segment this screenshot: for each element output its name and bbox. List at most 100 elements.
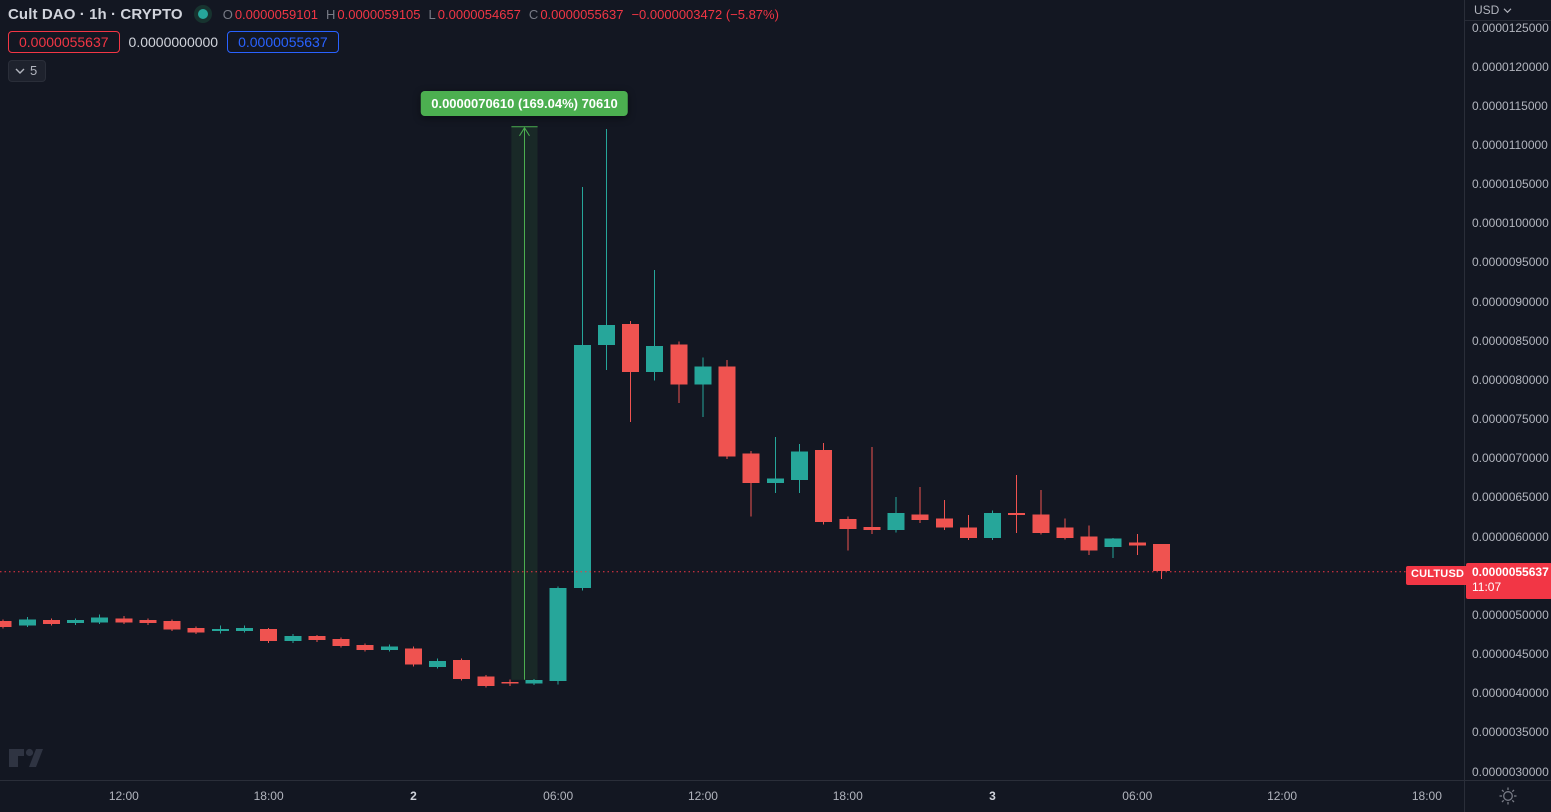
candle-wick	[1016, 475, 1018, 534]
candle	[260, 629, 278, 642]
candle	[380, 646, 398, 650]
candle	[718, 366, 736, 457]
price-tick: 0.0000040000	[1472, 686, 1549, 701]
ohlc-value: 0.0000059101	[234, 6, 318, 22]
time-tick: 12:00	[108, 789, 139, 803]
candle	[887, 512, 905, 530]
price-tick: 0.0000080000	[1472, 372, 1549, 387]
symbol-price-tag: CULTUSD	[1406, 566, 1470, 585]
time-tick: 18:00	[253, 789, 284, 803]
candle	[1056, 527, 1074, 538]
tradingview-logo[interactable]	[8, 746, 44, 775]
candle	[501, 681, 519, 684]
candle	[598, 324, 615, 346]
price-tick: 0.0000090000	[1472, 294, 1549, 309]
chevron-down-icon	[1503, 7, 1512, 13]
candle	[356, 645, 374, 650]
time-tick: 12:00	[687, 789, 718, 803]
candle	[791, 451, 808, 480]
legend: Cult DAO · 1h · CRYPTO O 0.0000059101 H 0.0…	[8, 3, 779, 82]
time-tick: 2	[410, 789, 417, 803]
measure-tooltip[interactable]: 0.0000070610 (169.04%) 70610	[421, 91, 628, 116]
candle	[308, 636, 326, 640]
ohlc-key: L	[428, 6, 436, 22]
candle-wick	[1112, 537, 1114, 559]
price-tick: 0.0000100000	[1472, 216, 1549, 231]
candle	[429, 660, 446, 668]
time-tick: 06:00	[1122, 789, 1153, 803]
candle	[1008, 512, 1026, 516]
candle-wick	[702, 357, 704, 418]
candle-wick	[871, 447, 873, 534]
currency-selector[interactable]: USD	[1465, 0, 1551, 21]
price-tick: 0.0000095000	[1472, 255, 1549, 270]
price-axis[interactable]: USD 0.0000125000 0.0000120000 0.0000115000…	[1464, 0, 1551, 812]
candle	[67, 620, 85, 624]
objects-collapse-button[interactable]: 5	[8, 60, 47, 82]
measure-arrowhead	[519, 126, 530, 137]
candle	[43, 620, 60, 624]
candle	[1128, 542, 1146, 546]
candle-wick	[750, 450, 752, 517]
candle	[332, 638, 350, 646]
candle-wick	[1040, 490, 1042, 535]
price-tick: 0.0000065000	[1472, 490, 1549, 505]
market-open-dot	[197, 9, 208, 19]
symbol-title[interactable]: Cult DAO · 1h · CRYPTO	[8, 5, 183, 23]
candle	[622, 324, 640, 372]
price-tick: 0.0000060000	[1472, 529, 1549, 544]
price-tick: 0.0000115000	[1472, 98, 1548, 113]
price-tick: 0.0000105000	[1472, 177, 1549, 192]
current-price-value: 0.0000055637	[1472, 565, 1549, 579]
price-tick: 0.0000125000	[1472, 20, 1549, 35]
candle	[91, 617, 109, 623]
change-value: −0.0000003472 (−5.87%)	[631, 6, 779, 22]
candle	[1080, 536, 1098, 551]
object-tree-row: 5	[8, 60, 779, 82]
chevron-down-icon	[15, 68, 25, 74]
candle	[525, 679, 543, 684]
ohlc-key: O	[222, 6, 233, 22]
market-status-icon[interactable]	[193, 5, 212, 23]
price-tick: 0.0000070000	[1472, 451, 1549, 466]
candle	[959, 527, 977, 538]
time-tick: 06:00	[543, 789, 574, 803]
currency-label: USD	[1474, 3, 1500, 17]
candle	[1104, 538, 1122, 548]
candle	[187, 627, 205, 633]
candle	[646, 346, 664, 372]
candle-wick	[943, 500, 945, 530]
candle-wick	[774, 436, 776, 494]
candle	[815, 450, 833, 523]
ohlc-values: O 0.0000059101 H 0.0000059105 L 0.0000054657 C…	[223, 7, 779, 22]
candle	[163, 620, 181, 630]
price-tick: 0.0000050000	[1472, 607, 1549, 622]
current-price-label: 0.0000055637 11:07	[1466, 563, 1551, 599]
price-tick: 0.0000045000	[1472, 647, 1549, 662]
ohlc-value: 0.0000055637	[540, 6, 624, 22]
candle	[211, 629, 229, 632]
candle-wick	[847, 516, 849, 551]
candle	[0, 620, 12, 628]
bar-countdown: 11:07	[1472, 580, 1502, 594]
candle	[404, 648, 422, 665]
candle	[694, 366, 712, 385]
candle	[453, 660, 471, 679]
axis-corner-divider	[1464, 781, 1465, 812]
candle-wick	[967, 515, 969, 541]
sun-icon[interactable]	[1497, 785, 1519, 807]
hidden-items-count: 5	[30, 63, 38, 78]
buy-price-button[interactable]: 0.0000055637	[227, 30, 339, 53]
time-tick: 3	[989, 789, 996, 803]
candle	[766, 478, 784, 483]
sell-price-button[interactable]: 0.0000055637	[8, 30, 120, 53]
candle	[139, 620, 157, 624]
time-axis[interactable]: 12:00 18:00 2 06:00 12:00 18:00 3 06:00 12:00 18:…	[0, 780, 1551, 812]
candle	[236, 627, 253, 631]
candle	[670, 344, 688, 385]
candle	[549, 588, 567, 681]
candle	[284, 636, 302, 642]
candle	[839, 519, 857, 530]
